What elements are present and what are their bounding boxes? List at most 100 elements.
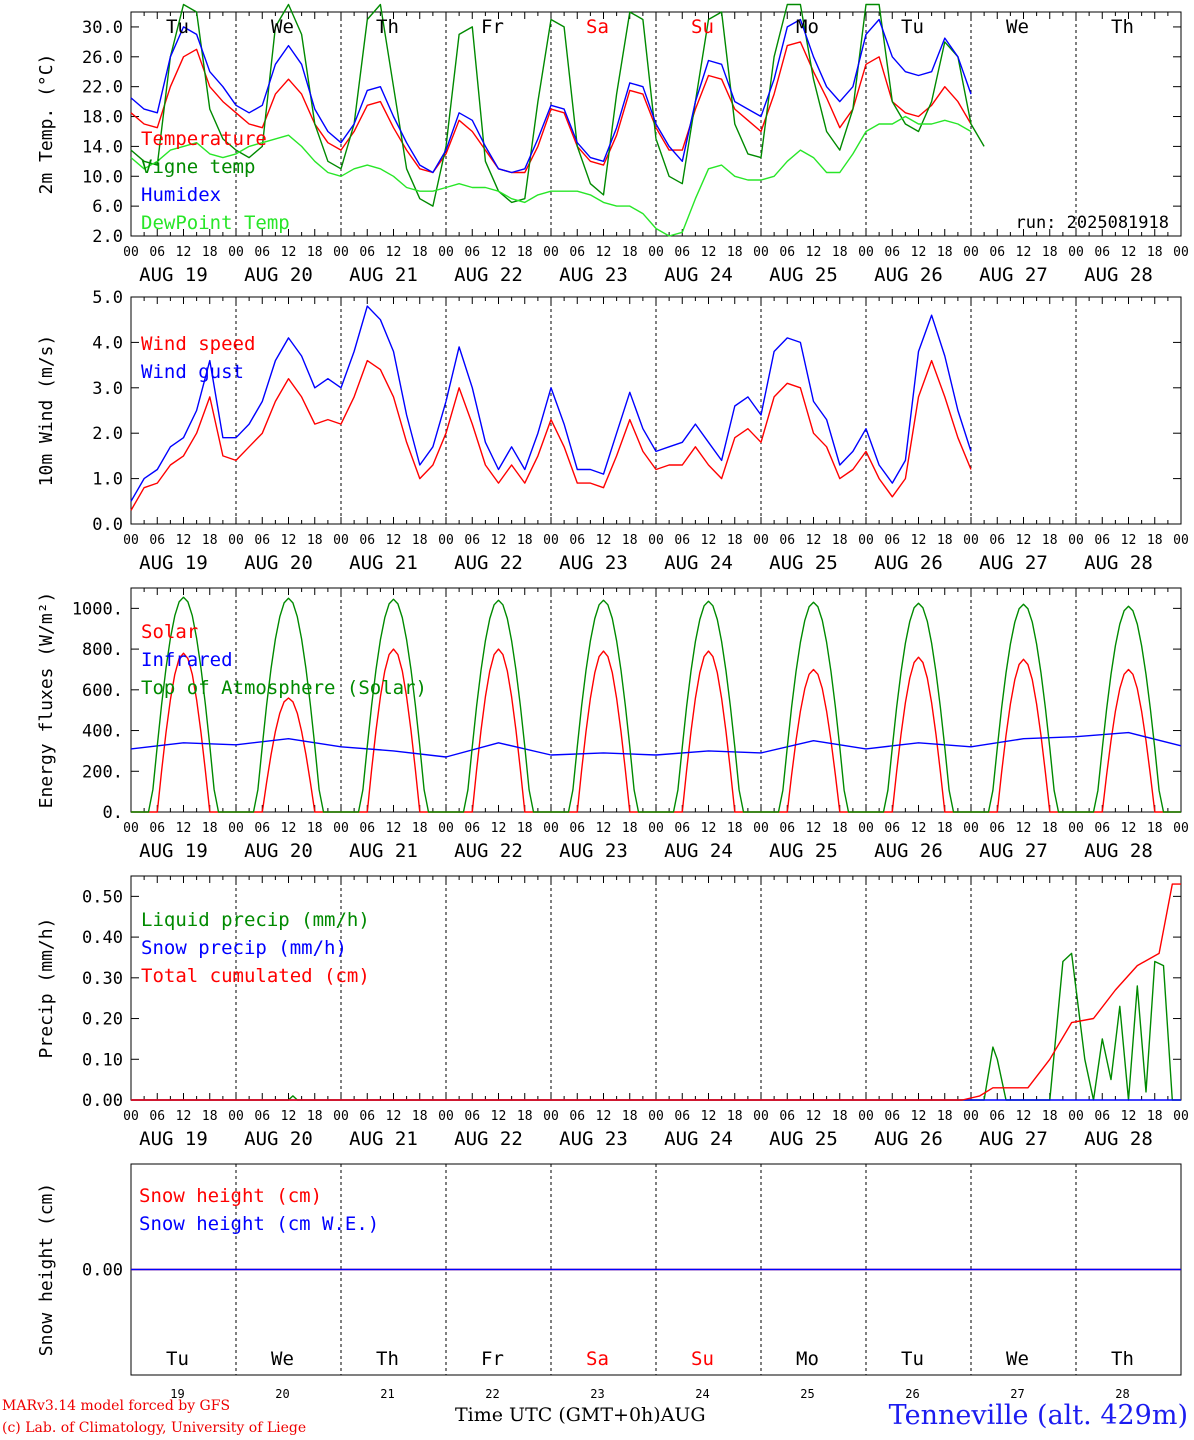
hour-tick-label: 00 (963, 1109, 979, 1124)
hour-tick-label: 12 (386, 1109, 402, 1124)
hour-tick-label: 00 (1173, 1109, 1189, 1124)
hour-tick-label: 06 (569, 245, 585, 260)
series-dewpoint-temp (130, 115, 972, 237)
hour-tick-label: 18 (937, 533, 953, 548)
hour-tick-label: 12 (1016, 1109, 1032, 1124)
series-wind-gust (130, 305, 972, 502)
hour-tick-label: 00 (648, 533, 664, 548)
hour-tick-label: 12 (806, 245, 822, 260)
date-label: AUG 19 (139, 1128, 208, 1150)
date-label: AUG 21 (349, 264, 418, 286)
weekday-label: Mo (796, 1348, 819, 1370)
hour-tick-label: 12 (701, 1109, 717, 1124)
hour-tick-label: 06 (779, 245, 795, 260)
hour-tick-label: 12 (1016, 821, 1032, 836)
hour-tick-label: 18 (1042, 821, 1058, 836)
weekday-label: We (271, 1348, 294, 1370)
date-label: AUG 22 (454, 264, 523, 286)
date-label: AUG 19 (139, 552, 208, 574)
date-label: AUG 27 (979, 552, 1048, 574)
date-label: AUG 24 (664, 1128, 733, 1150)
hour-tick-label: 00 (648, 1109, 664, 1124)
hour-tick-label: 00 (858, 1109, 874, 1124)
y-axis-label: Snow height (cm) (36, 1183, 57, 1356)
hour-tick-label: 06 (1094, 533, 1110, 548)
hour-tick-label: 18 (1042, 245, 1058, 260)
weekday-label: Fr (481, 16, 504, 38)
weekday-label: Th (376, 1348, 399, 1370)
hour-tick-label: 18 (727, 1109, 743, 1124)
date-label: AUG 20 (244, 1128, 313, 1150)
hour-tick-label: 18 (622, 1109, 638, 1124)
hour-tick-label: 18 (622, 821, 638, 836)
date-label: AUG 28 (1084, 264, 1153, 286)
hour-tick-label: 06 (569, 533, 585, 548)
hour-tick-label: 18 (832, 1109, 848, 1124)
day-number-label: 20 (275, 1387, 289, 1401)
hour-tick-label: 00 (228, 533, 244, 548)
hour-tick-label: 00 (228, 1109, 244, 1124)
day-number-label: 22 (485, 1387, 499, 1401)
weekday-label: We (1006, 1348, 1029, 1370)
hour-tick-label: 18 (202, 245, 218, 260)
time-axis-text: Time UTC (GMT+0h) (455, 1404, 661, 1426)
hour-tick-label: 18 (517, 1109, 533, 1124)
date-label: AUG 20 (244, 840, 313, 862)
hour-tick-label: 06 (464, 533, 480, 548)
hour-tick-label: 18 (517, 245, 533, 260)
hour-tick-label: 00 (333, 245, 349, 260)
hour-tick-label: 18 (832, 245, 848, 260)
hour-tick-label: 12 (491, 245, 507, 260)
hour-tick-label: 12 (176, 533, 192, 548)
hour-tick-label: 18 (727, 533, 743, 548)
hour-tick-label: 18 (202, 1109, 218, 1124)
y-tick-label: 4.0 (92, 333, 123, 353)
hour-tick-label: 00 (333, 1109, 349, 1124)
hour-tick-label: 00 (438, 245, 454, 260)
weekday-label: Th (376, 16, 399, 38)
date-label: AUG 25 (769, 840, 838, 862)
hour-tick-label: 18 (937, 821, 953, 836)
hour-tick-label: 06 (149, 1109, 165, 1124)
hour-tick-label: 00 (648, 821, 664, 836)
time-axis-label: Time UTC (GMT+0h)AUG (455, 1404, 706, 1426)
weekday-label: Sa (586, 16, 609, 38)
hour-tick-label: 06 (779, 533, 795, 548)
date-label: AUG 19 (139, 840, 208, 862)
hour-tick-label: 06 (989, 533, 1005, 548)
y-tick-label: 0.0 (92, 515, 123, 535)
hour-tick-label: 06 (674, 533, 690, 548)
day-number-label: 19 (170, 1387, 184, 1401)
day-number-label: 25 (800, 1387, 814, 1401)
y-tick-label: 400. (82, 722, 123, 742)
hour-tick-label: 00 (1068, 245, 1084, 260)
day-number-label: 26 (905, 1387, 919, 1401)
y-tick-label: 22.0 (82, 78, 123, 98)
hour-tick-label: 12 (281, 1109, 297, 1124)
hour-tick-label: 00 (438, 533, 454, 548)
hour-tick-label: 00 (228, 821, 244, 836)
legend-entry: Top of Atmosphere (Solar) (141, 677, 427, 699)
weekday-label: Tu (166, 16, 189, 38)
y-tick-label: 14.0 (82, 137, 123, 157)
y-tick-label: 10.0 (82, 167, 123, 187)
hour-tick-label: 06 (464, 245, 480, 260)
hour-tick-label: 12 (911, 245, 927, 260)
hour-tick-label: 06 (779, 1109, 795, 1124)
hour-tick-label: 06 (254, 1109, 270, 1124)
date-label: AUG 24 (664, 264, 733, 286)
y-axis-label: 10m Wind (m/s) (36, 335, 57, 487)
hour-tick-label: 18 (202, 821, 218, 836)
hour-tick-label: 12 (176, 821, 192, 836)
y-axis-label: Energy fluxes (W/m²) (36, 592, 57, 809)
hour-tick-label: 12 (911, 821, 927, 836)
hour-tick-label: 00 (1173, 245, 1189, 260)
legend-entry: Snow height (cm) (139, 1185, 322, 1207)
run-label: run: 2025081918 (1015, 213, 1169, 233)
hour-tick-label: 00 (753, 821, 769, 836)
hour-tick-label: 12 (1121, 533, 1137, 548)
hour-tick-label: 00 (753, 245, 769, 260)
series-total-cumulated-cm- (131, 883, 1181, 1101)
date-label: AUG 23 (559, 552, 628, 574)
hour-tick-label: 12 (596, 821, 612, 836)
